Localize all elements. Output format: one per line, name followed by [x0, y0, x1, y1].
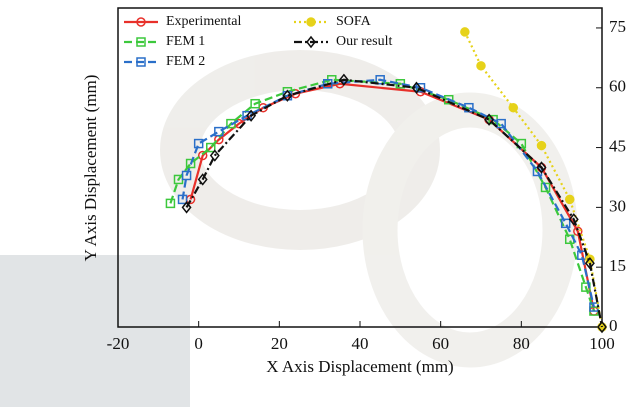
legend-label: Experimental	[166, 14, 242, 29]
marker	[322, 79, 333, 89]
marker	[484, 113, 495, 126]
y-tick-label: 45	[609, 136, 626, 155]
marker	[181, 170, 192, 181]
marker	[209, 149, 220, 162]
legend: Experimental FEM 1 FEM 2 SOFA Our result	[124, 14, 392, 69]
y-tick-label: 75	[609, 17, 626, 36]
marker	[197, 150, 208, 161]
marker	[536, 161, 547, 174]
y-axis-label: Y Axis Displacement (mm)	[81, 75, 100, 262]
marker	[597, 320, 607, 334]
marker	[496, 118, 506, 129]
marker	[568, 213, 579, 226]
marker	[536, 140, 547, 151]
series-line	[185, 78, 604, 328]
background-photo	[0, 50, 578, 407]
y-tick-label: 60	[609, 77, 626, 96]
x-tick-label: -20	[107, 334, 130, 353]
x-axis-label: X Axis Displacement (mm)	[266, 357, 453, 376]
x-tick-label: 40	[352, 334, 369, 353]
x-tick-label: 100	[589, 334, 615, 353]
y-tick-label: 0	[609, 316, 618, 335]
legend-label: FEM 1	[166, 34, 205, 49]
marker	[136, 37, 146, 47]
marker	[306, 35, 316, 49]
x-tick-label: 20	[271, 334, 288, 353]
marker	[185, 158, 196, 169]
marker	[415, 83, 426, 93]
marker	[181, 201, 192, 214]
marker	[375, 75, 385, 85]
marker	[214, 126, 224, 137]
marker	[338, 73, 349, 86]
marker	[246, 109, 257, 122]
marker	[460, 27, 470, 37]
marker	[136, 17, 146, 27]
marker	[584, 256, 595, 270]
legend-label: Our result	[336, 34, 392, 49]
marker	[206, 142, 216, 153]
marker	[476, 61, 486, 71]
marker	[540, 182, 551, 193]
legend-label: FEM 2	[166, 54, 205, 69]
series-line	[181, 78, 596, 308]
y-tick-label: 15	[609, 256, 626, 275]
marker	[564, 194, 575, 205]
legend-label: SOFA	[336, 14, 372, 29]
y-tick-label: 30	[609, 196, 626, 215]
marker	[573, 226, 583, 237]
marker	[411, 81, 422, 94]
x-tick-label: 60	[432, 334, 449, 353]
marker	[177, 194, 188, 205]
marker	[197, 173, 208, 186]
x-tick-label: 80	[513, 334, 530, 353]
marker	[560, 218, 571, 229]
x-tick-label: 0	[194, 334, 203, 353]
series-line	[169, 78, 595, 312]
marker	[165, 198, 176, 209]
marker	[306, 17, 316, 27]
marker	[508, 102, 519, 113]
marker	[193, 138, 204, 149]
marker	[136, 57, 146, 67]
marker	[282, 89, 293, 102]
marker	[250, 98, 260, 109]
